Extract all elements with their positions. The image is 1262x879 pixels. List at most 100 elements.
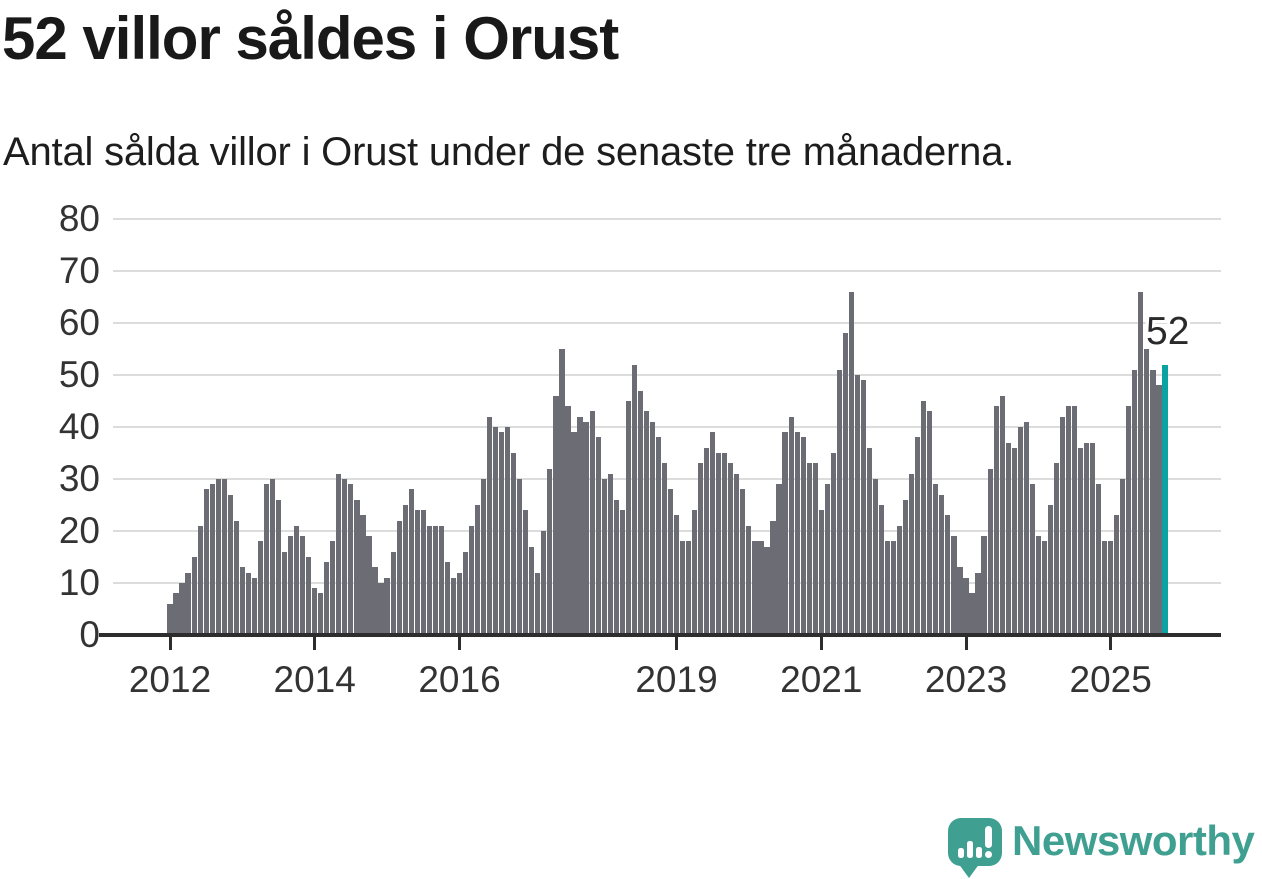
bar [462,551,469,635]
bar [318,593,324,635]
x-axis-line [99,633,1221,637]
bar [1029,484,1035,635]
x-axis-tick [168,637,172,650]
bar [505,427,511,635]
bar [885,541,891,635]
y-axis-label: 0 [79,614,100,655]
bar [1144,349,1150,635]
bar [915,437,921,635]
bar [589,411,595,635]
speech-bubble-tail [958,863,980,878]
y-axis-label: 50 [58,354,100,395]
bar [673,515,680,635]
gridline [113,426,1221,428]
bar [716,453,722,635]
y-axis-label: 70 [58,250,100,291]
bar [1120,479,1126,635]
bar [758,541,764,635]
page-title: 52 villor såldes i Orust [2,5,619,72]
bar [348,484,354,635]
gridline [113,322,1221,324]
bar [655,437,662,635]
bar [1077,447,1084,635]
bar [661,463,668,635]
bar [1071,406,1078,635]
bar [1126,406,1132,635]
logo-exclamation-icon [985,826,992,848]
bar [1035,536,1041,635]
bar [921,401,927,635]
bar [493,427,499,635]
bar [366,536,372,635]
bar [384,577,390,635]
bar [860,380,867,635]
bar [517,479,523,635]
bar [426,525,432,635]
x-axis-label: 2025 [1069,659,1152,700]
bar [1090,442,1096,635]
brand-name: Newsworthy [1012,817,1255,864]
bar [281,551,288,635]
bar [848,291,854,635]
bar [601,479,607,635]
bar [378,583,384,635]
bar [420,510,426,635]
bar [209,484,215,635]
bar [487,416,493,635]
bar [854,375,861,635]
bar [450,577,456,635]
logo-chart-bar-icon [967,841,973,858]
gridline [113,374,1221,376]
bar [1011,447,1017,635]
bar [257,541,264,635]
bar [649,421,655,635]
bar [239,567,245,635]
bar [402,505,408,635]
bar [945,515,951,635]
bar [432,525,438,635]
bar [1065,406,1072,635]
chart-subtitle: Antal sålda villor i Orust under de sena… [3,130,1015,174]
bar [939,494,945,635]
bar [535,572,541,635]
x-axis-tick [458,637,461,650]
bar [1102,541,1108,635]
x-axis-label: 2023 [924,659,1008,700]
bar [746,525,752,635]
bar [1041,541,1047,635]
bar [866,447,873,635]
bar [686,541,692,635]
x-axis-tick [313,637,317,650]
bar [812,463,818,635]
x-axis-tick [964,637,968,650]
logo-chart-bar-icon [958,848,964,858]
gridline [113,218,1221,220]
bar [511,453,517,635]
bar [752,541,758,635]
bar [336,473,342,635]
logo-exclamation-dot-icon [985,851,992,858]
bar [547,468,553,635]
bar [577,416,583,635]
bar [607,473,613,635]
bar [1023,421,1029,635]
bar [631,364,637,635]
bar [559,349,565,635]
bar [794,432,800,635]
bar [480,479,487,635]
bar [836,369,842,635]
bar [927,411,933,635]
value-annotation: 52 [1146,310,1190,353]
bar [523,510,529,635]
bar [728,463,734,635]
bar [1084,442,1090,635]
bar [294,525,300,635]
bar [625,401,631,635]
bar [1132,369,1138,635]
logo-chart-bar-icon [976,847,982,858]
bar [764,546,770,635]
bar [613,499,619,635]
bar [891,541,897,635]
bar [800,437,806,635]
bar [342,479,348,635]
